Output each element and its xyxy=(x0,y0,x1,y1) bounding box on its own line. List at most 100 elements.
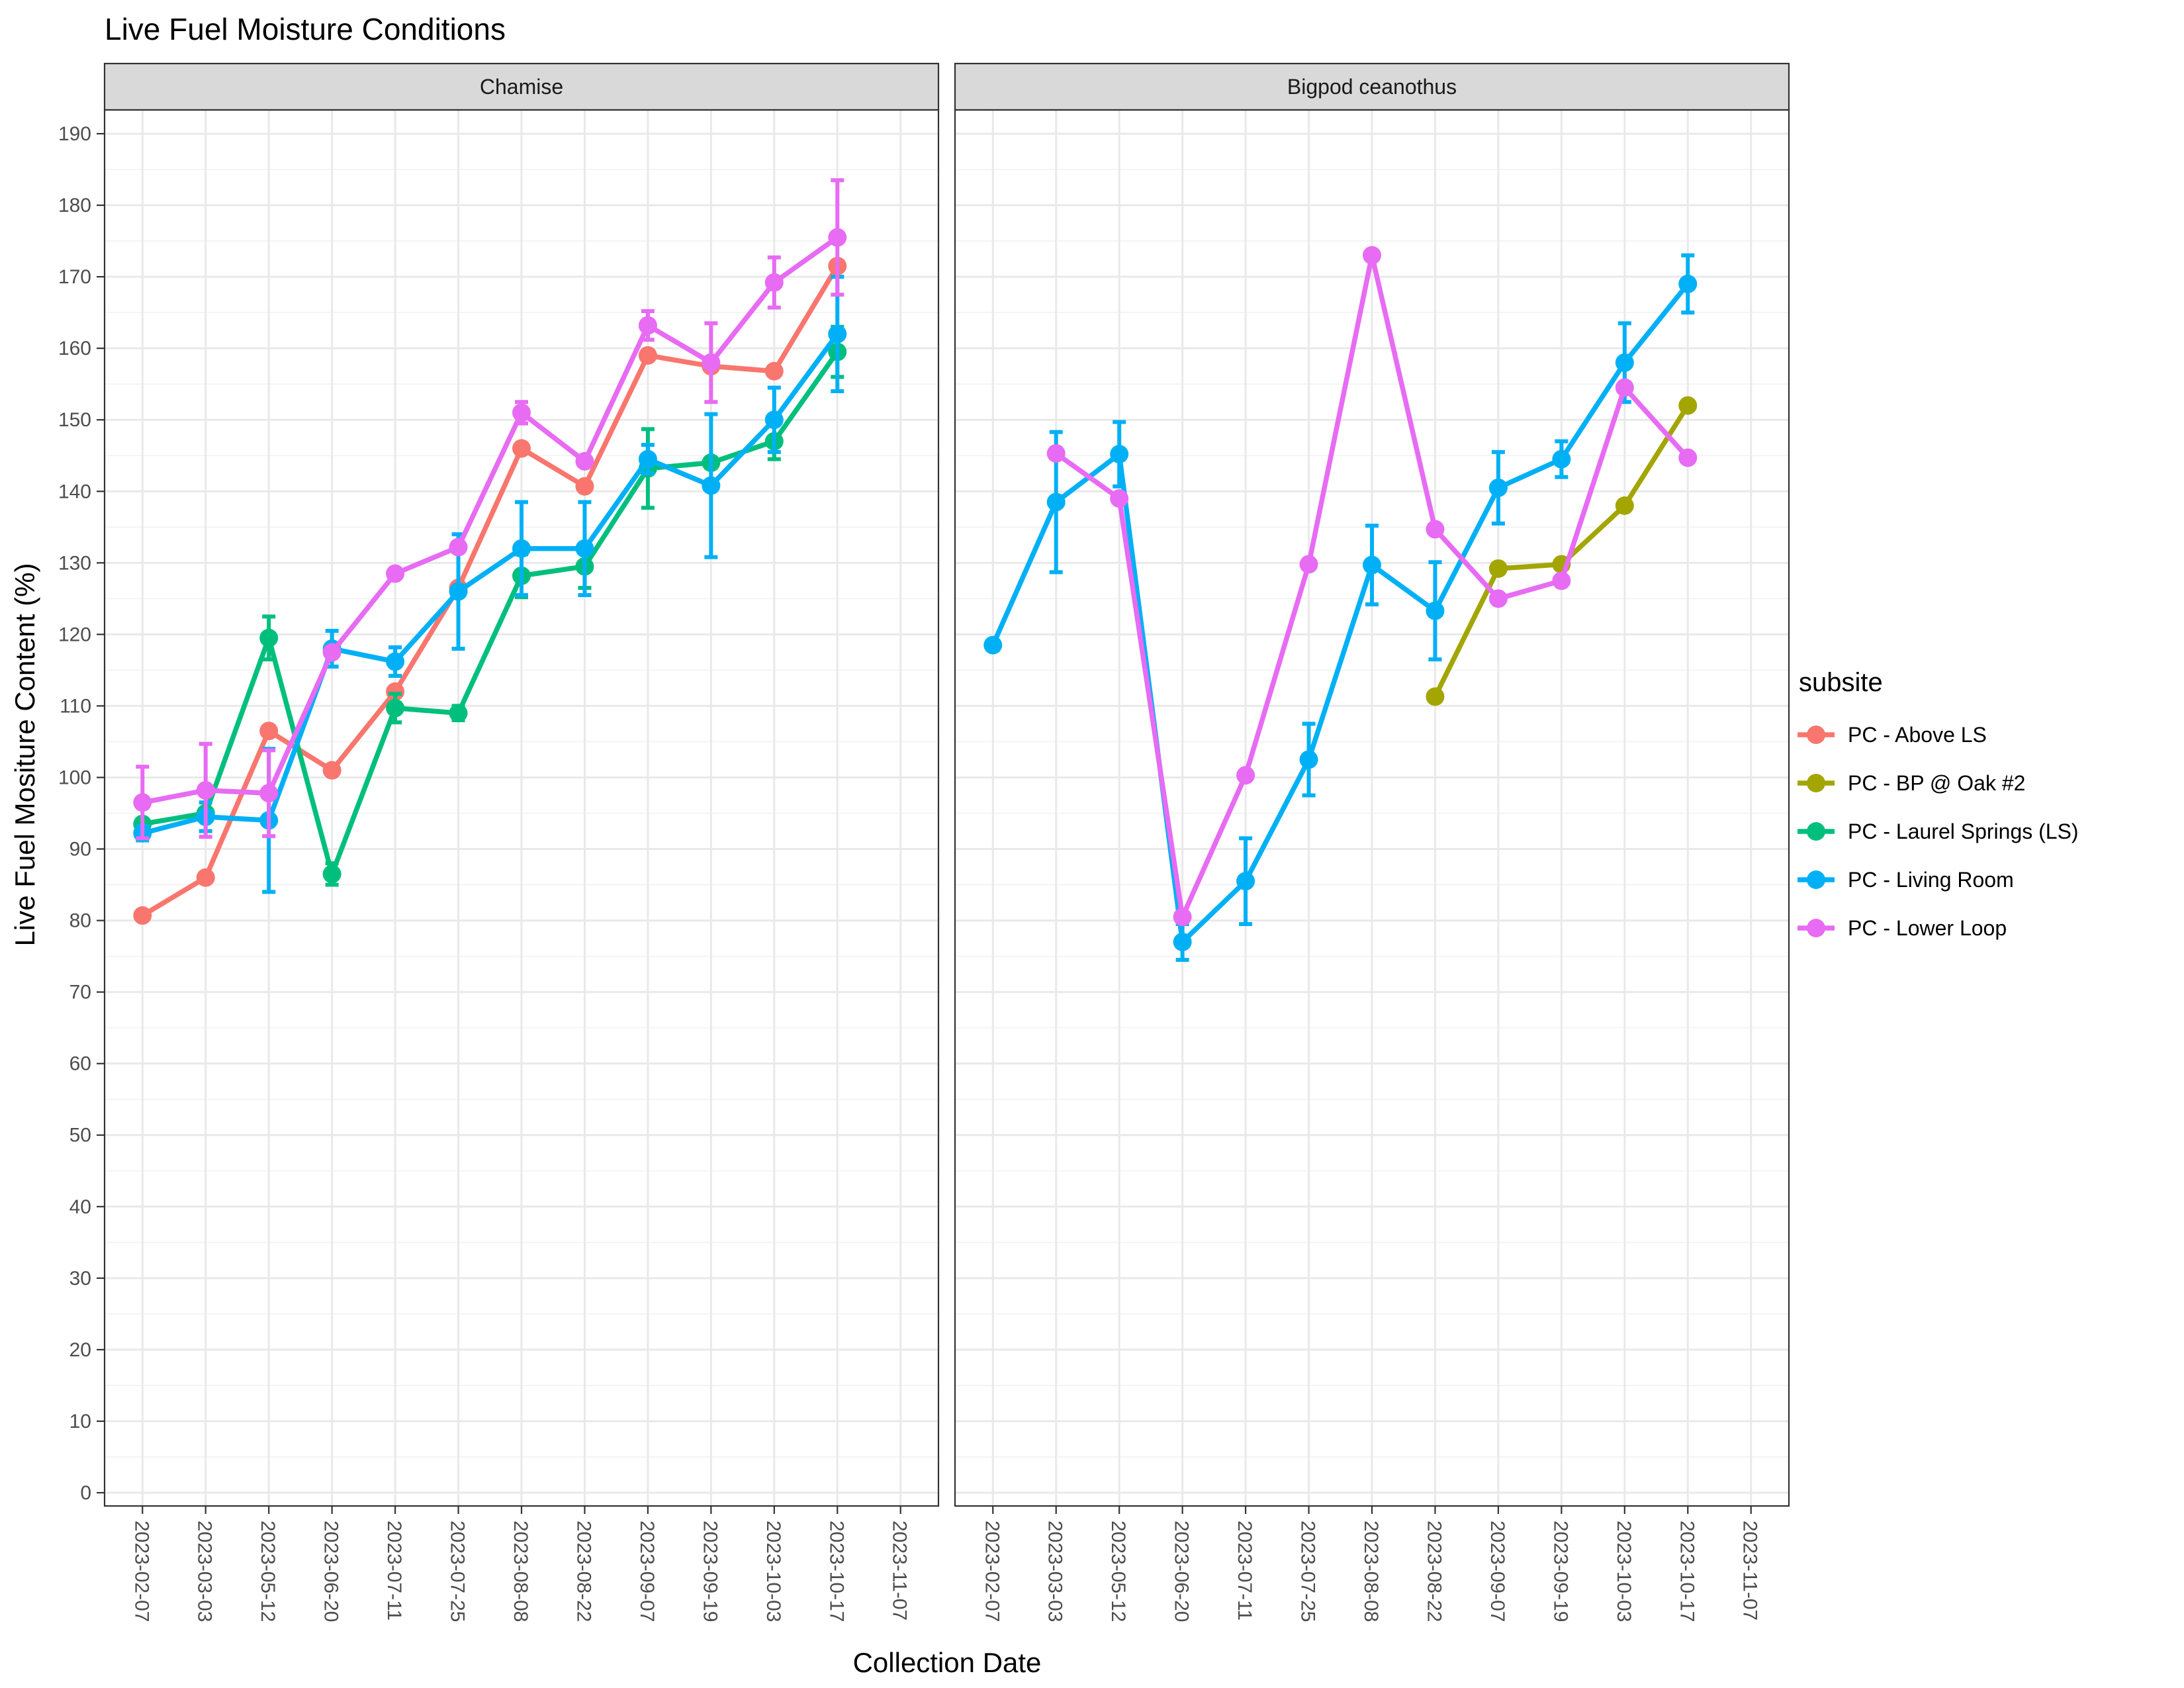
y-tick-label: 120 xyxy=(58,624,91,645)
y-tick-label: 100 xyxy=(58,767,91,788)
legend-label: PC - Above LS xyxy=(1848,723,1987,747)
legend-item: PC - Above LS xyxy=(1797,723,1987,747)
x-tick-label: 2023-08-22 xyxy=(572,1521,594,1622)
x-tick-label: 2023-10-17 xyxy=(825,1521,847,1622)
data-point xyxy=(1236,766,1255,785)
data-point xyxy=(512,403,531,422)
x-tick-label: 2023-07-25 xyxy=(447,1521,469,1622)
data-point xyxy=(259,722,279,741)
x-tick-label: 2023-11-07 xyxy=(889,1521,911,1620)
data-point xyxy=(133,793,152,812)
data-point xyxy=(512,539,531,558)
facet-label: Chamise xyxy=(480,75,563,99)
x-tick-label: 2023-09-19 xyxy=(699,1521,721,1622)
x-tick-label: 2023-06-20 xyxy=(1171,1521,1193,1622)
data-point xyxy=(1173,908,1192,927)
data-point xyxy=(1552,449,1571,469)
facet-strip xyxy=(103,62,940,111)
legend-item: PC - BP @ Oak #2 xyxy=(1797,771,2025,795)
x-tick-label: 2023-05-12 xyxy=(1107,1521,1129,1622)
y-tick-label: 80 xyxy=(69,910,91,932)
y-tick-label: 70 xyxy=(69,982,91,1004)
series-line xyxy=(140,234,841,806)
y-tick-label: 190 xyxy=(58,123,91,145)
x-tick-label: 2023-08-08 xyxy=(1360,1521,1382,1622)
legend-key-point xyxy=(1807,919,1825,937)
data-point xyxy=(764,361,784,381)
x-tick-label: 2023-09-19 xyxy=(1549,1521,1571,1622)
x-tick-label: 2023-07-11 xyxy=(383,1521,405,1620)
data-point xyxy=(1615,496,1634,515)
series-line xyxy=(140,331,841,836)
data-point xyxy=(1236,872,1255,891)
data-point xyxy=(449,538,468,557)
y-tick-label: 150 xyxy=(58,409,91,431)
data-point xyxy=(322,761,341,780)
data-point xyxy=(575,477,594,496)
data-point xyxy=(638,449,657,469)
x-tick-label: 2023-02-07 xyxy=(981,1521,1003,1622)
data-point xyxy=(702,476,721,495)
legend-item: PC - Lower Loop xyxy=(1797,916,2007,940)
data-point xyxy=(1363,246,1381,265)
legend-label: PC - Lower Loop xyxy=(1848,916,2007,940)
data-point xyxy=(322,643,341,662)
data-point xyxy=(1488,559,1508,578)
data-point xyxy=(386,652,405,671)
data-point xyxy=(1363,555,1381,575)
legend-key-point xyxy=(1807,822,1825,841)
data-point xyxy=(1046,492,1066,512)
x-tick-label: 2023-08-22 xyxy=(1423,1521,1445,1622)
x-tick-label: 2023-03-03 xyxy=(1044,1521,1066,1622)
data-point xyxy=(983,635,1003,655)
legend-item: PC - Laurel Springs (LS) xyxy=(1797,820,2079,843)
data-point xyxy=(1678,396,1698,415)
y-axis-title: Live Fuel Mositure Content (%) xyxy=(9,563,40,947)
data-point xyxy=(1046,444,1066,463)
data-point xyxy=(259,628,279,647)
data-point xyxy=(638,316,657,335)
facet-label: Bigpod ceanothus xyxy=(1287,75,1457,99)
data-point xyxy=(1488,589,1508,608)
y-tick-label: 110 xyxy=(60,695,91,717)
data-point xyxy=(1678,448,1698,467)
x-tick-label: 2023-08-08 xyxy=(510,1521,531,1622)
x-tick-label: 2023-10-03 xyxy=(1613,1521,1635,1622)
data-point xyxy=(449,704,468,723)
data-point xyxy=(1173,932,1192,951)
data-point xyxy=(449,582,468,601)
data-point xyxy=(196,780,215,800)
legend-key-point xyxy=(1807,870,1825,889)
data-point xyxy=(1552,571,1571,590)
x-tick-label: 2023-02-07 xyxy=(130,1521,152,1622)
data-point xyxy=(1678,274,1698,293)
series-line xyxy=(990,281,1691,945)
y-tick-label: 0 xyxy=(80,1482,91,1504)
y-tick-label: 130 xyxy=(58,552,91,574)
series-pc-living-room xyxy=(983,253,1698,962)
data-point xyxy=(386,564,405,583)
legend-title: subsite xyxy=(1799,668,1883,697)
data-point xyxy=(702,353,721,372)
data-point xyxy=(828,228,847,247)
x-tick-label: 2023-07-25 xyxy=(1297,1521,1319,1622)
data-point xyxy=(828,324,847,344)
facet-strip xyxy=(954,62,1790,111)
data-point xyxy=(1299,555,1318,574)
legend-label: PC - Living Room xyxy=(1848,868,2014,892)
data-point xyxy=(322,865,341,884)
x-tick-label: 2023-10-03 xyxy=(762,1521,784,1622)
x-axis-title: Collection Date xyxy=(853,1647,1042,1678)
legend-label: PC - Laurel Springs (LS) xyxy=(1848,820,2079,843)
x-tick-label: 2023-03-03 xyxy=(194,1521,216,1622)
x-tick-label: 2023-10-17 xyxy=(1676,1521,1698,1622)
legend: subsite PC - Above LS PC - BP @ Oak #2 PC … xyxy=(1797,668,2079,940)
data-point xyxy=(1426,601,1445,620)
legend-key-point xyxy=(1807,774,1825,792)
y-tick-label: 160 xyxy=(58,338,91,359)
y-tick-label: 180 xyxy=(58,195,91,216)
data-point xyxy=(1426,687,1445,706)
x-tick-label: 2023-06-20 xyxy=(320,1521,342,1622)
series-pc-lower-loop xyxy=(1046,246,1698,927)
